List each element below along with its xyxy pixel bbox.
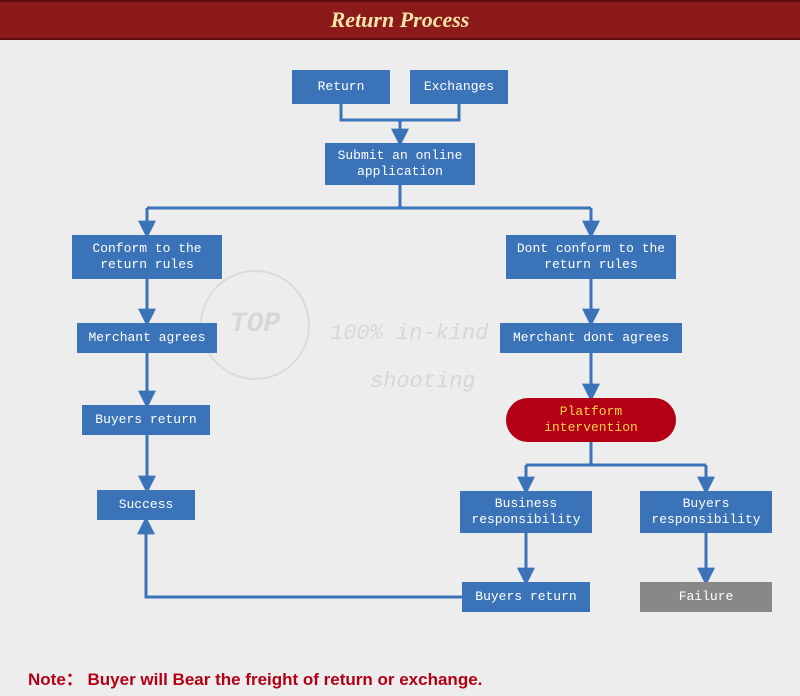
node-platform: Platformintervention	[506, 398, 676, 442]
node-buyresp: Buyersresponsibility	[640, 491, 772, 533]
note-label: Note：	[28, 670, 83, 689]
watermark-line2: shooting	[370, 358, 488, 406]
node-buyret2: Buyers return	[462, 582, 590, 612]
flowchart-canvas: TOP 100% in-kind shooting Return Exchange…	[0, 40, 800, 696]
node-dontconform: Dont conform to thereturn rules	[506, 235, 676, 279]
node-failure: Failure	[640, 582, 772, 612]
node-exchanges: Exchanges	[410, 70, 508, 104]
node-mdont: Merchant dont agrees	[500, 323, 682, 353]
node-return: Return	[292, 70, 390, 104]
banner-title: Return Process	[331, 7, 470, 33]
watermark: TOP 100% in-kind shooting	[220, 310, 488, 407]
banner: Return Process	[0, 0, 800, 40]
edge-17	[146, 520, 462, 597]
note-text: Buyer will Bear the freight of return or…	[88, 670, 483, 689]
node-buyret1: Buyers return	[82, 405, 210, 435]
edge-0	[341, 104, 459, 120]
node-submit: Submit an onlineapplication	[325, 143, 475, 185]
node-success: Success	[97, 490, 195, 520]
node-magree: Merchant agrees	[77, 323, 217, 353]
footer-note: Note： Buyer will Bear the freight of ret…	[28, 665, 482, 690]
node-conform: Conform to thereturn rules	[72, 235, 222, 279]
watermark-line1: 100% in-kind	[330, 310, 488, 358]
node-bizresp: Businessresponsibility	[460, 491, 592, 533]
